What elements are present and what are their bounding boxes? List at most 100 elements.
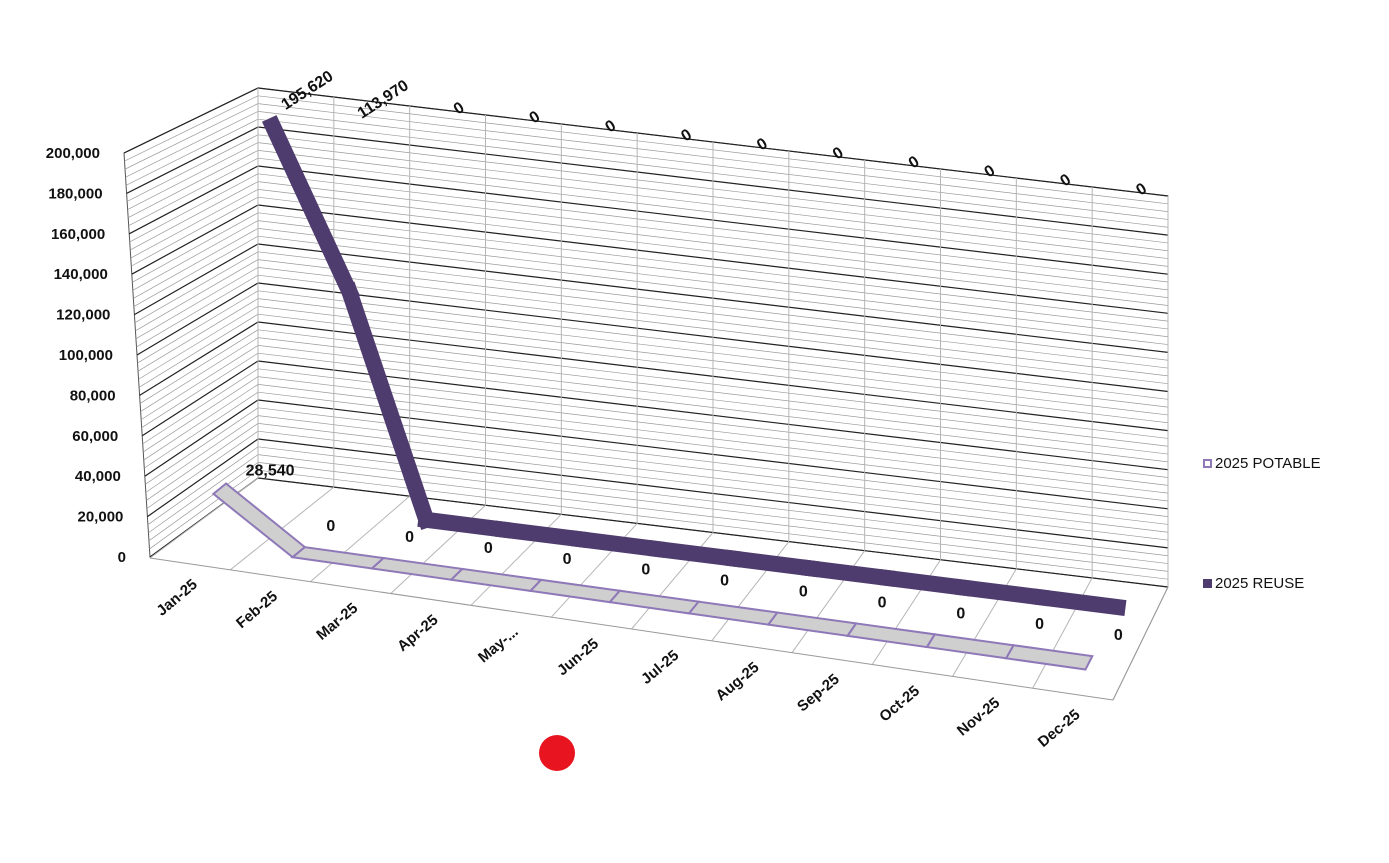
x-category-label: Sep-25 — [794, 671, 843, 716]
gridline — [135, 267, 259, 340]
potable-ribbon-segment — [1004, 644, 1094, 671]
y-tick-label: 140,000 — [54, 266, 108, 283]
x-category-label: Mar-25 — [313, 600, 361, 644]
gridline — [145, 415, 259, 493]
x-category-label: Oct-25 — [876, 682, 923, 725]
gridline — [138, 313, 259, 388]
x-category-label: Dec-25 — [1035, 706, 1084, 751]
potable-data-label: 28,540 — [246, 463, 295, 480]
potable-ribbon-segment — [766, 611, 858, 637]
gridline — [141, 352, 259, 429]
potable-data-label: 0 — [878, 594, 887, 611]
y-tick-label: 60,000 — [72, 428, 118, 445]
reuse-line-segment — [262, 115, 361, 303]
gridline — [131, 204, 259, 275]
gridline — [125, 111, 259, 178]
potable-data-label: 0 — [563, 551, 572, 568]
x-category-label: Apr-25 — [394, 611, 441, 655]
floor-right-edge — [1112, 586, 1169, 701]
y-tick-label: 20,000 — [78, 509, 124, 526]
gridline — [127, 142, 259, 210]
potable-ribbon-segment — [369, 556, 465, 581]
gridline-floor — [149, 477, 259, 559]
gridline — [138, 306, 259, 380]
x-category-label: Aug-25 — [713, 659, 763, 705]
legend-label-potable: 2025 POTABLE — [1215, 455, 1321, 472]
gridline — [149, 469, 259, 550]
gridline — [124, 95, 259, 162]
y-tick-label: 120,000 — [56, 307, 110, 324]
gridline — [148, 454, 259, 534]
y-tick-label: 40,000 — [75, 468, 121, 485]
gridline — [143, 384, 259, 461]
gridline — [147, 446, 259, 525]
potable-data-label: 0 — [956, 605, 965, 622]
front-axis — [149, 557, 1169, 701]
gridline — [126, 134, 259, 202]
gridline — [139, 329, 259, 404]
x-category-label: May-... — [475, 623, 522, 666]
gridline — [147, 438, 259, 518]
x-category-label: Feb-25 — [233, 588, 281, 632]
potable-ribbon-segment — [925, 633, 1016, 660]
x-axis-line — [149, 557, 1114, 701]
legend-item-potable: 2025 POTABLE — [1203, 455, 1321, 472]
potable-ribbon-segment — [687, 600, 780, 626]
reuse-line-segment — [801, 559, 897, 587]
gridline — [130, 181, 259, 251]
gridline — [133, 228, 259, 299]
potable-ribbon-segment — [845, 622, 937, 649]
reuse-line-segment — [417, 510, 512, 539]
legend-swatch-potable — [1203, 459, 1212, 468]
reuse-line-segment — [954, 578, 1050, 607]
gridline — [137, 290, 259, 364]
gridline — [130, 189, 259, 259]
gridline — [128, 157, 259, 227]
series-potable — [211, 482, 1094, 671]
gridline — [124, 103, 259, 170]
gridline — [148, 462, 259, 542]
gridline — [136, 274, 259, 348]
gridline — [132, 212, 259, 283]
reuse-line-segment — [1031, 588, 1127, 616]
y-tick-label: 160,000 — [51, 226, 105, 243]
potable-data-label: 0 — [484, 540, 493, 557]
gridline — [141, 360, 259, 437]
reuse-line-segment — [647, 539, 743, 568]
y-tick-label: 80,000 — [70, 387, 116, 404]
potable-ribbon-segment — [290, 546, 386, 570]
legend-label-reuse: 2025 REUSE — [1215, 575, 1305, 592]
reuse-line-segment — [878, 569, 973, 597]
y-tick-label: 200,000 — [46, 145, 100, 162]
gridline-floor — [310, 495, 410, 583]
gridline — [131, 196, 259, 267]
y-axis-ticks: 0 20,000 40,000 60,000 80,000 100,000 120,000 1… — [46, 145, 126, 566]
gridline — [128, 165, 259, 235]
potable-ribbon-segment — [607, 589, 701, 615]
gridline — [126, 126, 259, 194]
gridline — [132, 220, 259, 291]
gridline — [135, 259, 259, 332]
x-category-label: Jul-25 — [638, 647, 682, 688]
x-category-label: Jan-25 — [153, 576, 200, 620]
gridline — [145, 407, 259, 485]
gridline — [137, 298, 259, 372]
y-tick-label: 0 — [118, 549, 126, 566]
reuse-line-segment — [494, 520, 589, 549]
potable-ribbon-segment — [528, 578, 622, 604]
gridline — [140, 337, 259, 412]
reuse-line-segment — [339, 281, 437, 530]
gridline — [146, 430, 259, 509]
potable-data-label: 0 — [720, 573, 729, 590]
gridline — [134, 251, 259, 323]
gridline — [146, 423, 259, 501]
potable-data-label: 0 — [1035, 616, 1044, 633]
gridline — [129, 173, 259, 243]
gridline — [143, 376, 259, 453]
gridline — [125, 118, 259, 186]
legend-swatch-reuse — [1203, 579, 1212, 588]
reuse-line-segment — [570, 530, 666, 558]
gridline — [134, 243, 259, 316]
